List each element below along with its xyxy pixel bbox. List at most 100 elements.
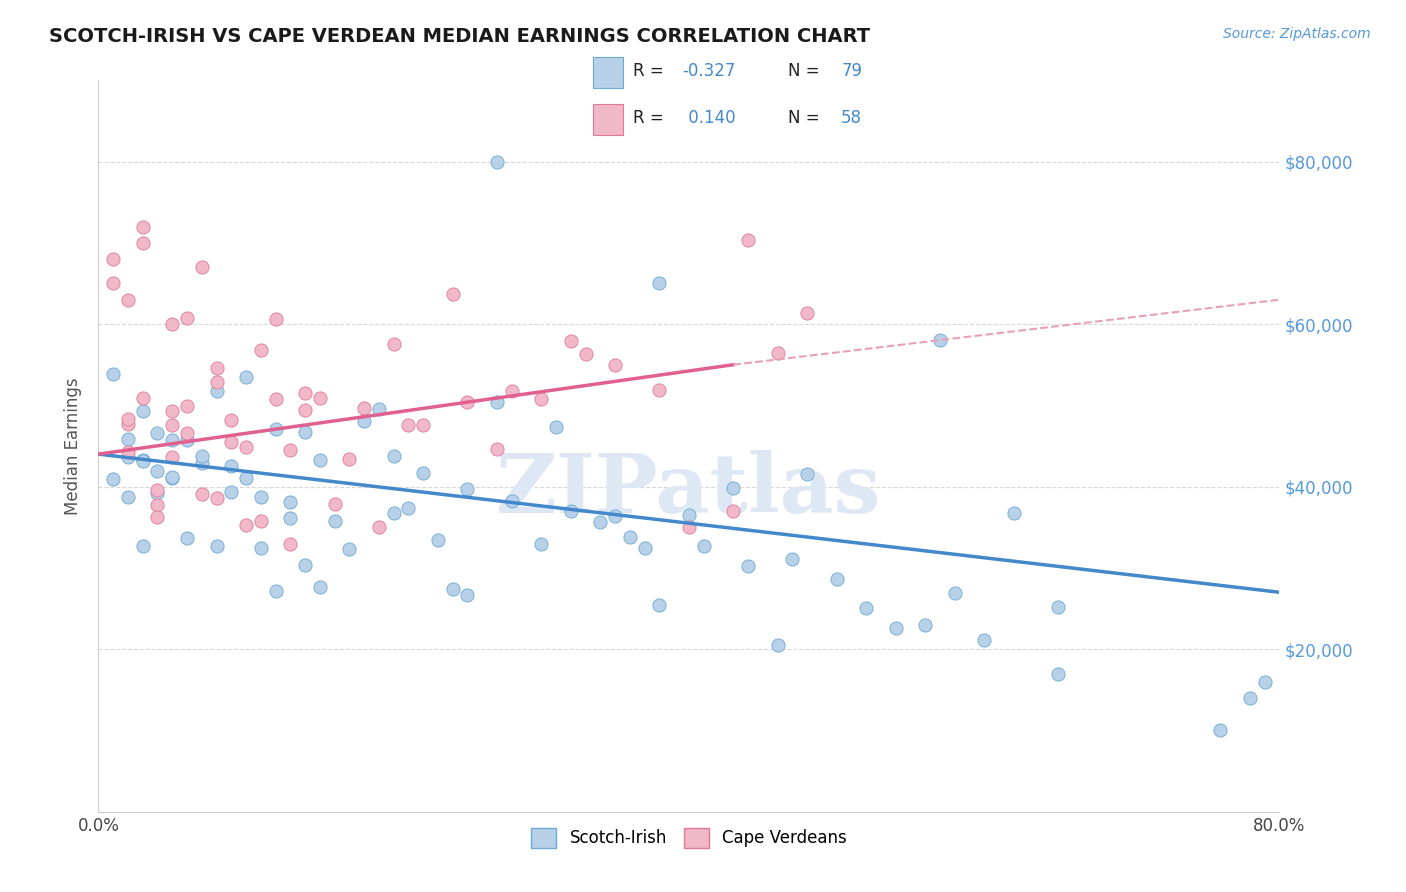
Point — [132, 235, 155, 250]
Point — [973, 632, 995, 647]
Point — [766, 346, 789, 360]
Point — [766, 638, 789, 652]
Point — [457, 482, 479, 496]
Text: SCOTCH-IRISH VS CAPE VERDEAN MEDIAN EARNINGS CORRELATION CHART: SCOTCH-IRISH VS CAPE VERDEAN MEDIAN EARN… — [49, 27, 870, 45]
Point — [441, 287, 464, 301]
Point — [221, 485, 243, 500]
Point — [648, 383, 671, 397]
Point — [205, 361, 228, 376]
Point — [235, 517, 257, 532]
Point — [648, 277, 671, 291]
Point — [191, 487, 214, 501]
Point — [162, 404, 183, 418]
Point — [146, 483, 169, 497]
Point — [530, 537, 553, 551]
Bar — [593, 57, 623, 87]
Point — [250, 514, 273, 528]
Point — [398, 500, 420, 515]
Point — [146, 498, 169, 512]
Point — [560, 334, 582, 348]
Point — [264, 312, 287, 326]
Point — [235, 471, 257, 485]
Point — [486, 395, 509, 409]
Point — [294, 403, 316, 417]
Point — [575, 346, 598, 360]
Text: 0.140: 0.140 — [683, 110, 735, 128]
Point — [648, 598, 671, 612]
Text: ZIPatlas: ZIPatlas — [496, 450, 882, 530]
Point — [693, 539, 716, 553]
Point — [280, 511, 302, 525]
Point — [191, 260, 214, 275]
Point — [796, 306, 818, 320]
Point — [117, 293, 139, 307]
Point — [176, 531, 198, 545]
Point — [678, 520, 700, 534]
Point — [176, 426, 198, 441]
Point — [146, 509, 169, 524]
Point — [250, 491, 273, 505]
Point — [205, 539, 228, 553]
Point — [339, 452, 361, 467]
Point — [117, 445, 139, 459]
Point — [398, 417, 420, 432]
Point — [339, 542, 361, 557]
Point — [530, 392, 553, 407]
Text: R =: R = — [633, 110, 664, 128]
Point — [117, 490, 139, 504]
Point — [117, 412, 139, 426]
Point — [723, 481, 745, 495]
Point — [943, 585, 966, 599]
Point — [264, 421, 287, 435]
Point — [162, 470, 183, 484]
Point — [353, 414, 375, 428]
Point — [634, 541, 657, 556]
Point — [221, 434, 243, 449]
Point — [723, 504, 745, 518]
Point — [1239, 690, 1261, 705]
Point — [146, 486, 169, 500]
Point — [294, 425, 316, 439]
Point — [176, 311, 198, 326]
Point — [280, 443, 302, 458]
Point — [309, 580, 332, 594]
Point — [132, 392, 155, 406]
Text: R =: R = — [633, 62, 664, 80]
Point — [560, 504, 582, 518]
Point — [103, 252, 125, 266]
Point — [162, 317, 183, 331]
Point — [382, 337, 405, 351]
Point — [382, 449, 405, 463]
Point — [605, 358, 627, 372]
Point — [1254, 674, 1277, 689]
Point — [132, 404, 155, 418]
Point — [782, 552, 804, 566]
Point — [250, 541, 273, 556]
Point — [235, 369, 257, 384]
Point — [737, 233, 759, 247]
Point — [103, 472, 125, 486]
Point — [176, 399, 198, 413]
Point — [605, 509, 627, 524]
Point — [501, 493, 523, 508]
Point — [235, 440, 257, 454]
Text: 79: 79 — [841, 62, 862, 80]
Point — [221, 413, 243, 427]
Point — [619, 530, 641, 544]
Point — [205, 384, 228, 398]
Point — [162, 450, 183, 464]
Point — [546, 420, 568, 434]
Point — [323, 514, 346, 528]
Point — [486, 442, 509, 456]
Point — [796, 467, 818, 481]
Point — [825, 573, 848, 587]
Point — [589, 515, 612, 529]
Point — [264, 584, 287, 599]
Point — [146, 464, 169, 478]
Bar — [593, 104, 623, 135]
Text: N =: N = — [789, 110, 820, 128]
Text: 58: 58 — [841, 110, 862, 128]
Point — [323, 497, 346, 511]
Point — [191, 456, 214, 470]
Point — [855, 601, 877, 615]
